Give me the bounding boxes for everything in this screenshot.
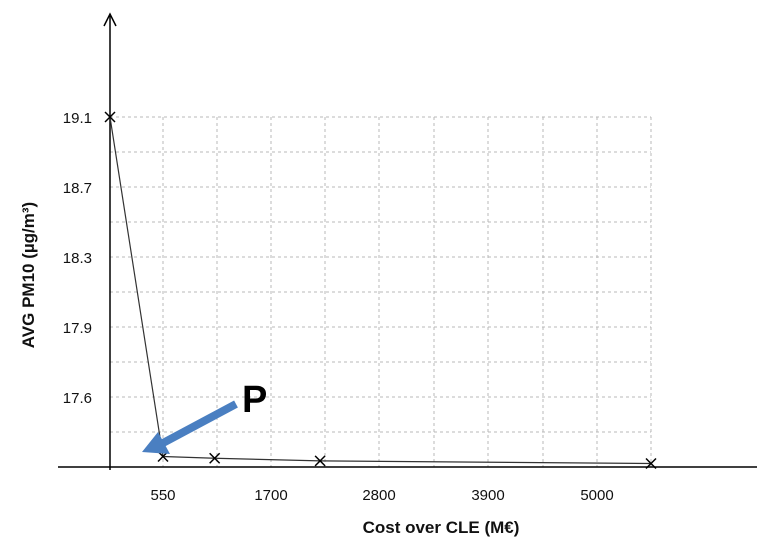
y-tick-label: 18.7 <box>63 180 92 197</box>
y-tick-label: 17.9 <box>63 320 92 337</box>
x-tick-label: 3900 <box>471 487 504 504</box>
x-tick-label: 550 <box>150 487 175 504</box>
y-tick-label: 17.6 <box>63 390 92 407</box>
series <box>104 111 657 470</box>
callout-arrow-icon <box>142 432 170 454</box>
x-tick-labels: 550 1700 2800 3900 5000 <box>150 487 613 504</box>
x-tick-label: 5000 <box>580 487 613 504</box>
x-tick-label: 1700 <box>254 487 287 504</box>
y-tick-labels: 19.1 18.7 18.3 17.9 17.6 <box>63 110 92 407</box>
x-tick-label: 2800 <box>362 487 395 504</box>
grid <box>109 116 652 467</box>
axes <box>58 12 757 470</box>
data-point-marker <box>314 455 326 467</box>
y-axis-title: AVG PM10 (µg/m³) <box>19 202 38 348</box>
callout-label-p: P <box>242 379 267 421</box>
data-point-marker <box>209 452 221 464</box>
data-point-marker <box>645 457 657 470</box>
series-line <box>109 116 652 465</box>
y-tick-label: 19.1 <box>63 110 92 127</box>
callout-arrow-shaft <box>161 400 238 447</box>
y-axis-arrow-icon <box>103 12 117 27</box>
data-point-marker <box>104 111 116 123</box>
annotation: P <box>142 379 267 454</box>
x-axis-title: Cost over CLE (M€) <box>363 518 520 537</box>
y-tick-label: 18.3 <box>63 250 92 267</box>
